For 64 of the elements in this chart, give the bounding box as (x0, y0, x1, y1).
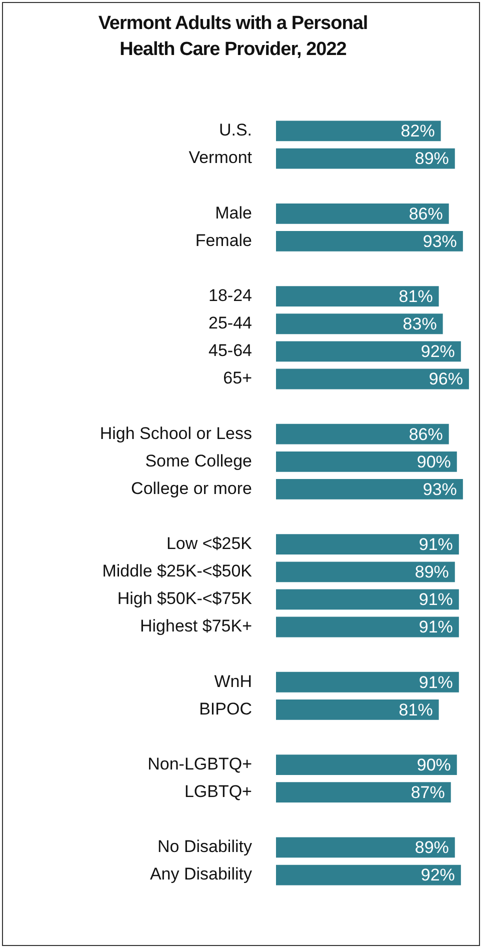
y-tick-label: Highest $75K+ (140, 616, 252, 636)
bar (276, 672, 459, 692)
data-label: 81% (398, 700, 433, 720)
data-label: 91% (418, 672, 453, 692)
y-tick-label: Middle $25K-<$50K (102, 562, 253, 581)
data-label: 89% (414, 149, 449, 168)
data-label: 82% (400, 122, 435, 141)
bar (276, 562, 455, 582)
bar (276, 120, 441, 142)
y-tick-label: 18-24 (208, 286, 252, 306)
y-tick-label: Some College (145, 451, 252, 470)
y-tick-label: 45-64 (208, 341, 252, 360)
data-label: 86% (408, 204, 443, 224)
data-label: 87% (410, 783, 445, 802)
bar (276, 699, 439, 720)
bar (276, 424, 449, 444)
bar (276, 368, 469, 390)
chart-title: Vermont Adults with a Personal Health Care Provider, 2022 (97, 12, 369, 62)
bar (276, 616, 459, 638)
bar (276, 589, 459, 610)
y-tick-label: Vermont (188, 148, 252, 168)
data-label: 91% (418, 535, 453, 554)
y-tick-label: College or more (131, 478, 252, 498)
data-label: 93% (422, 480, 457, 499)
data-label: 90% (416, 452, 451, 472)
data-label: 86% (408, 424, 443, 444)
y-tick-label: LGBTQ+ (184, 782, 252, 802)
y-tick-label: High School or Less (100, 424, 252, 443)
data-label: 92% (420, 866, 455, 885)
y-tick-label: Low <$25K (166, 534, 253, 554)
data-label: 96% (428, 370, 463, 389)
data-label: 83% (402, 314, 437, 334)
y-tick-label: Male (215, 203, 252, 222)
y-tick-label: 25-44 (208, 314, 252, 333)
y-tick-label: Any Disability (150, 864, 252, 884)
data-label: 91% (418, 618, 453, 637)
y-tick-label: BIPOC (199, 699, 252, 718)
y-tick-label: Non-LGBTQ+ (148, 754, 252, 774)
data-label: 81% (398, 287, 433, 306)
data-label: 90% (416, 755, 451, 774)
y-tick-label: No Disability (158, 837, 252, 856)
y-tick-label: 65+ (223, 368, 252, 388)
y-tick-label: High $50K-<$75K (117, 589, 253, 608)
bar (276, 864, 461, 886)
bar (276, 286, 439, 307)
y-tick-label: U.S. (218, 120, 252, 140)
bar (276, 754, 457, 775)
bar (276, 231, 463, 252)
bar (276, 203, 449, 224)
y-tick-label: WnH (214, 672, 252, 691)
y-tick-label: Female (195, 230, 252, 250)
data-label: 91% (418, 590, 453, 610)
data-label: 89% (414, 838, 449, 858)
bar (276, 148, 455, 169)
bar (276, 314, 443, 334)
bar (276, 479, 463, 500)
bar (276, 837, 455, 858)
data-label: 92% (420, 342, 455, 362)
data-label: 93% (422, 232, 457, 251)
bar (276, 534, 459, 555)
bar (276, 341, 461, 362)
bar (276, 451, 457, 472)
bar (276, 782, 451, 803)
data-label: 89% (414, 562, 449, 582)
